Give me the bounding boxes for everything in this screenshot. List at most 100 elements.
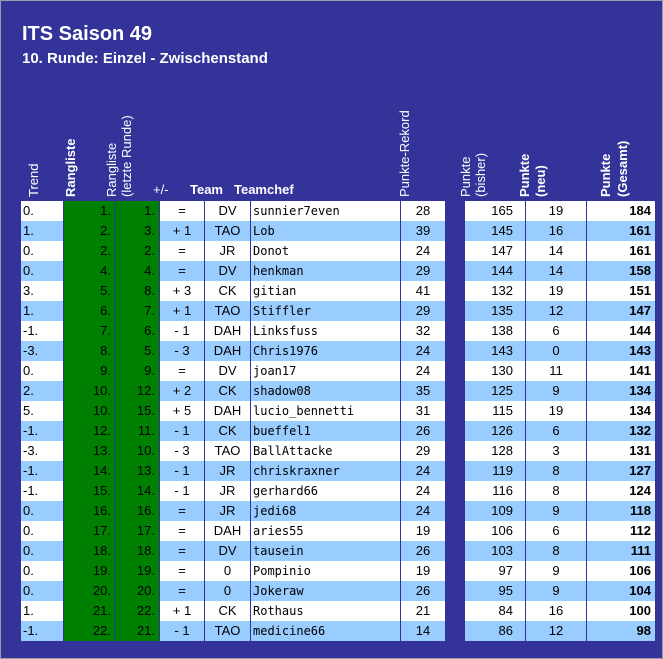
table-row: 1. 2. 3. + 1 TAO Lob 39 145 16 161 [21, 221, 655, 241]
cell-punkte-rekord: 26 [401, 581, 445, 601]
cell-punkte-neu: 14 [526, 241, 586, 261]
cell-diff: = [160, 261, 204, 281]
cell-punkte-rekord: 29 [401, 301, 445, 321]
cell-punkte-rekord: 28 [401, 201, 445, 221]
cell-punkte-bisher: 119 [465, 461, 525, 481]
cell-punkte-neu: 12 [526, 621, 586, 641]
table-row: -1. 7. 6. - 1 DAH Linksfuss 32 138 6 144 [21, 321, 655, 341]
cell-teamchef: Donot [251, 241, 400, 261]
cell-rang-alt: 15. [116, 401, 159, 421]
cell-rang: 15. [64, 481, 115, 501]
table-row: 1. 21. 22. + 1 CK Rothaus 21 84 16 100 [21, 601, 655, 621]
cell-trend: -1. [21, 421, 63, 441]
page-title: ITS Saison 49 [22, 23, 153, 45]
cell-rang: 6. [64, 301, 115, 321]
cell-rang: 2. [64, 221, 115, 241]
cell-punkte-gesamt: 161 [587, 221, 655, 241]
cell-punkte-rekord: 24 [401, 361, 445, 381]
cell-punkte-neu: 9 [526, 501, 586, 521]
cell-rang: 7. [64, 321, 115, 341]
cell-rang-alt: 4. [116, 261, 159, 281]
table-row: 0. 19. 19. = 0 Pompinio 19 97 9 106 [21, 561, 655, 581]
cell-rang: 14. [64, 461, 115, 481]
cell-punkte-rekord: 29 [401, 261, 445, 281]
cell-punkte-gesamt: 100 [587, 601, 655, 621]
cell-team: 0 [205, 581, 250, 601]
cell-rang: 10. [64, 381, 115, 401]
cell-rang: 20. [64, 581, 115, 601]
cell-punkte-bisher: 132 [465, 281, 525, 301]
cell-punkte-bisher: 147 [465, 241, 525, 261]
cell-punkte-neu: 8 [526, 541, 586, 561]
cell-rang: 9. [64, 361, 115, 381]
cell-team: JR [205, 461, 250, 481]
cell-punkte-gesamt: 104 [587, 581, 655, 601]
cell-punkte-rekord: 24 [401, 341, 445, 361]
cell-team: 0 [205, 561, 250, 581]
cell-punkte-neu: 19 [526, 201, 586, 221]
cell-punkte-bisher: 135 [465, 301, 525, 321]
table-row: -1. 12. 11. - 1 CK bueffel1 26 126 6 132 [21, 421, 655, 441]
cell-punkte-neu: 9 [526, 581, 586, 601]
cell-punkte-neu: 0 [526, 341, 586, 361]
cell-diff: = [160, 581, 204, 601]
table-row: -1. 14. 13. - 1 JR chriskraxner 24 119 8 127 [21, 461, 655, 481]
cell-teamchef: lucio_bennetti [251, 401, 400, 421]
cell-team: DV [205, 201, 250, 221]
cell-team: TAO [205, 301, 250, 321]
cell-punkte-gesamt: 151 [587, 281, 655, 301]
cell-team: CK [205, 381, 250, 401]
cell-teamchef: gerhard66 [251, 481, 400, 501]
cell-punkte-gesamt: 131 [587, 441, 655, 461]
cell-team: CK [205, 601, 250, 621]
cell-diff: = [160, 541, 204, 561]
cell-trend: -1. [21, 481, 63, 501]
cell-teamchef: Stiffler [251, 301, 400, 321]
cell-diff: = [160, 521, 204, 541]
cell-team: TAO [205, 221, 250, 241]
cell-teamchef: chriskraxner [251, 461, 400, 481]
table-row: -1. 22. 21. - 1 TAO medicine66 14 86 12 98 [21, 621, 655, 641]
cell-rang-alt: 10. [116, 441, 159, 461]
cell-punkte-bisher: 125 [465, 381, 525, 401]
cell-punkte-bisher: 126 [465, 421, 525, 441]
cell-team: DAH [205, 521, 250, 541]
cell-trend: 0. [21, 201, 63, 221]
cell-punkte-neu: 6 [526, 521, 586, 541]
table-row: 0. 20. 20. = 0 Jokeraw 26 95 9 104 [21, 581, 655, 601]
cell-trend: -1. [21, 321, 63, 341]
cell-rang-alt: 14. [116, 481, 159, 501]
table-row: 0. 4. 4. = DV henkman 29 144 14 158 [21, 261, 655, 281]
cell-teamchef: Linksfuss [251, 321, 400, 341]
cell-diff: = [160, 241, 204, 261]
cell-punkte-neu: 12 [526, 301, 586, 321]
cell-punkte-gesamt: 134 [587, 381, 655, 401]
cell-trend: 2. [21, 381, 63, 401]
cell-punkte-gesamt: 124 [587, 481, 655, 501]
cell-team: DV [205, 541, 250, 561]
cell-diff: - 3 [160, 441, 204, 461]
cell-punkte-neu: 11 [526, 361, 586, 381]
cell-teamchef: shadow08 [251, 381, 400, 401]
cell-rang-alt: 8. [116, 281, 159, 301]
cell-rang-alt: 22. [116, 601, 159, 621]
cell-rang-alt: 16. [116, 501, 159, 521]
cell-teamchef: gitian [251, 281, 400, 301]
cell-diff: = [160, 201, 204, 221]
cell-punkte-bisher: 138 [465, 321, 525, 341]
table-row: 0. 18. 18. = DV tausein 26 103 8 111 [21, 541, 655, 561]
cell-punkte-neu: 9 [526, 561, 586, 581]
cell-rang-alt: 17. [116, 521, 159, 541]
header-team: Team [190, 182, 223, 197]
cell-team: DV [205, 261, 250, 281]
cell-punkte-rekord: 21 [401, 601, 445, 621]
cell-punkte-bisher: 97 [465, 561, 525, 581]
cell-teamchef: Rothaus [251, 601, 400, 621]
cell-rang: 2. [64, 241, 115, 261]
cell-trend: 5. [21, 401, 63, 421]
table-row: 1. 6. 7. + 1 TAO Stiffler 29 135 12 147 [21, 301, 655, 321]
cell-teamchef: BallAttacke [251, 441, 400, 461]
cell-punkte-rekord: 39 [401, 221, 445, 241]
cell-punkte-neu: 19 [526, 401, 586, 421]
cell-trend: 0. [21, 241, 63, 261]
